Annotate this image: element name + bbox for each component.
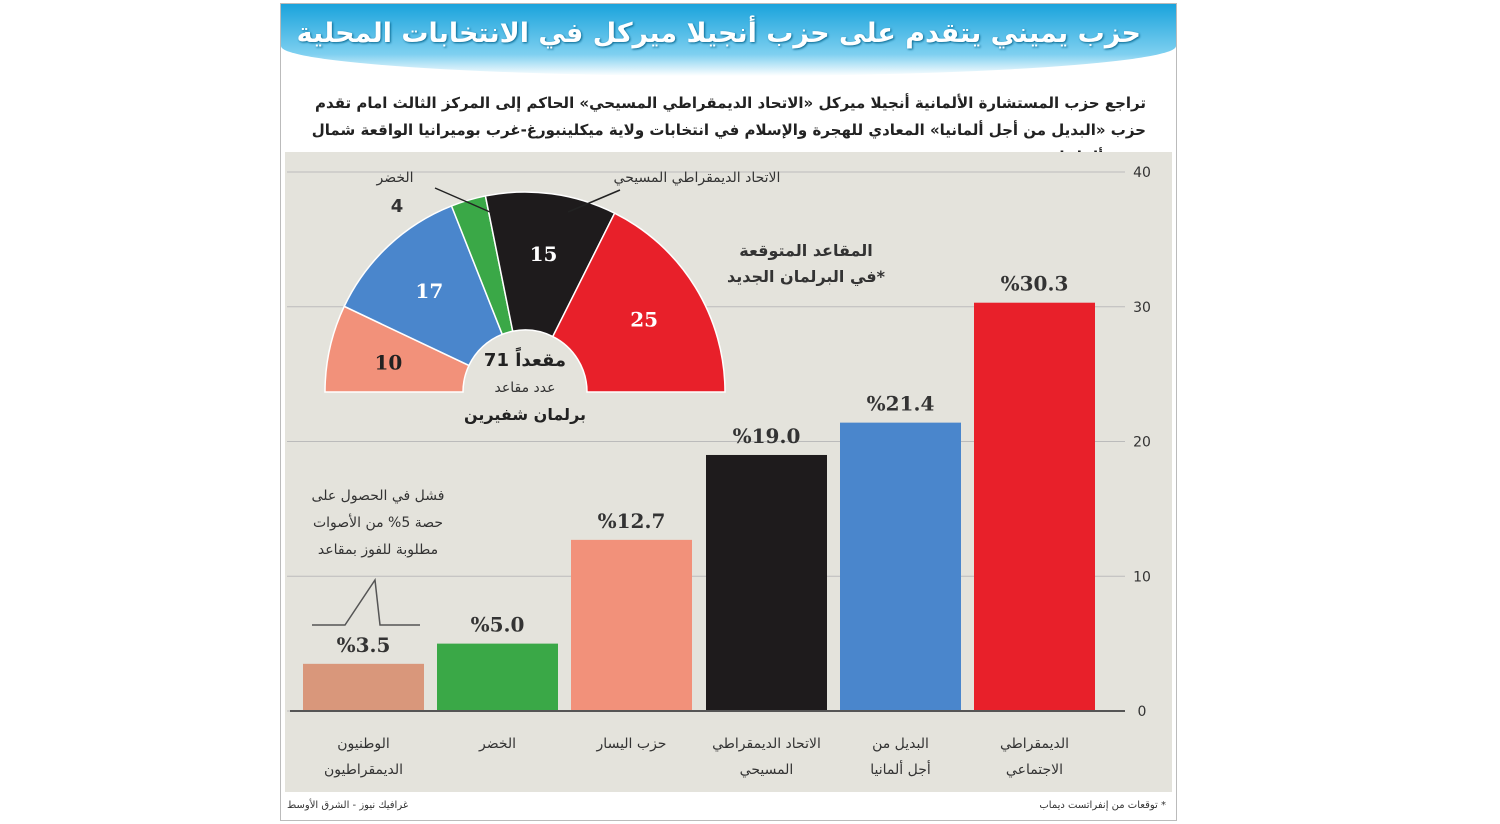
bar-value-label: %5.0 bbox=[471, 613, 525, 637]
slice-label-greens: الخضر bbox=[375, 170, 413, 186]
seat-count: 10 bbox=[374, 350, 402, 374]
title-banner: حزب يميني يتقدم على حزب أنجيلا ميركل في … bbox=[281, 4, 1176, 76]
bar-value-label: %21.4 bbox=[867, 392, 935, 416]
threshold-note: فشل في الحصول على bbox=[312, 488, 445, 504]
bar bbox=[974, 302, 1095, 711]
bar bbox=[303, 663, 424, 711]
x-tick-label: أجل ألمانيا bbox=[870, 760, 931, 778]
x-tick-label: الاجتماعي bbox=[1006, 762, 1063, 778]
slice-label-cdu: الاتحاد الديمقراطي المسيحي bbox=[614, 170, 781, 186]
bar bbox=[437, 643, 558, 711]
x-tick-label: الديمقراطيون bbox=[324, 762, 403, 778]
x-tick-label: الديمقراطي bbox=[1000, 736, 1069, 752]
y-tick-label: 20 bbox=[1133, 435, 1151, 451]
x-tick-label: الاتحاد الديمقراطي bbox=[712, 736, 821, 752]
bar bbox=[706, 454, 827, 711]
chart-title: حزب يميني يتقدم على حزب أنجيلا ميركل في … bbox=[296, 18, 1141, 49]
x-tick-label: المسيحي bbox=[740, 762, 794, 778]
footnote: * توقعات من إنفراتست ديماب bbox=[1039, 800, 1166, 811]
y-tick-label: 30 bbox=[1133, 300, 1151, 316]
y-tick-label: 0 bbox=[1138, 704, 1147, 720]
seat-count: 17 bbox=[415, 279, 443, 303]
y-tick-label: 10 bbox=[1133, 569, 1151, 585]
seat-chart-title: في البرلمان الجديد* bbox=[727, 267, 886, 287]
parliament-name: برلمان شفيرين bbox=[464, 405, 586, 424]
bar-value-label: %30.3 bbox=[1001, 272, 1069, 296]
bar-value-label: %12.7 bbox=[598, 509, 666, 533]
bar bbox=[571, 539, 692, 711]
credit: غرافيك نيوز - الشرق الأوسط bbox=[287, 800, 409, 811]
bar-value-label: %3.5 bbox=[337, 633, 391, 657]
seat-slice bbox=[343, 205, 504, 367]
x-tick-label: الخضر bbox=[478, 736, 516, 752]
pointer-arrow bbox=[567, 189, 621, 213]
threshold-icon bbox=[312, 577, 420, 626]
seat-slice bbox=[551, 212, 726, 393]
x-tick-label: حزب اليسار bbox=[596, 736, 667, 752]
pointer-arrow bbox=[434, 187, 491, 213]
seat-count: 15 bbox=[530, 242, 558, 266]
seat-count-greens: 4 bbox=[391, 196, 404, 217]
x-tick-label: الوطنيون bbox=[337, 736, 390, 752]
bar-value-label: %19.0 bbox=[733, 424, 801, 448]
bar bbox=[840, 422, 961, 711]
threshold-note: مطلوبة للفوز بمقاعد bbox=[318, 542, 438, 558]
threshold-note: حصة 5% من الأصوات bbox=[313, 513, 443, 531]
seat-count: 25 bbox=[630, 307, 658, 331]
seat-total: 71 مقعداً bbox=[484, 347, 566, 371]
y-tick-label: 40 bbox=[1133, 165, 1151, 181]
seat-chart-title: المقاعد المتوقعة bbox=[739, 241, 872, 260]
seat-total-label: عدد مقاعد bbox=[495, 380, 556, 396]
x-tick-label: البديل من bbox=[872, 736, 929, 752]
seat-slice bbox=[484, 191, 616, 338]
